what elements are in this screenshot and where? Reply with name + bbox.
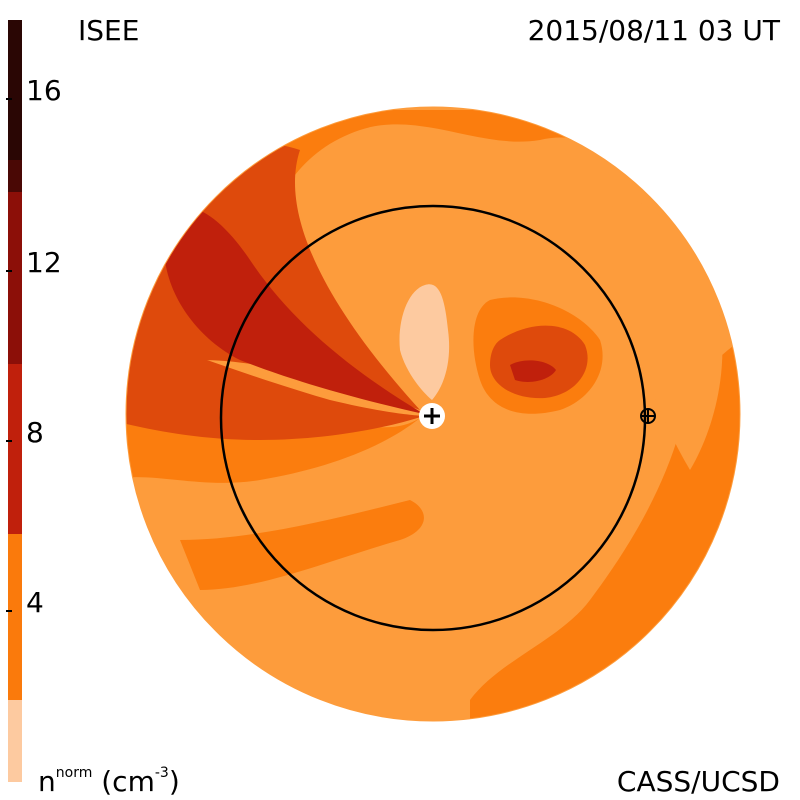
colorbar-tick-label: 8 xyxy=(26,416,44,449)
base-region xyxy=(609,198,723,470)
colorbar-segment xyxy=(8,534,22,700)
colorbar-segment xyxy=(8,192,22,362)
map-boundary xyxy=(125,106,741,722)
colorbar-segment xyxy=(8,364,22,534)
colorbar-tick xyxy=(6,440,12,442)
colorbar-segment xyxy=(8,160,22,192)
colorbar-tick-label: 16 xyxy=(26,74,62,107)
colorbar-tick xyxy=(6,98,12,100)
units-symbol: n xyxy=(38,765,56,798)
credit-label: CASS/UCSD xyxy=(616,765,780,798)
colorbar-tick-label: 4 xyxy=(26,586,44,619)
colorbar-tick xyxy=(6,610,12,612)
red-region xyxy=(164,208,425,414)
model-label: ISEE xyxy=(78,14,140,47)
units-suffix: (cm xyxy=(101,765,155,798)
units-superscript: norm xyxy=(55,765,93,781)
timestamp-label: 2015/08/11 03 UT xyxy=(527,14,780,47)
units-label: nnorm (cm-3) xyxy=(38,765,180,798)
colorbar-segment xyxy=(8,20,22,160)
colorbar-segment xyxy=(8,362,22,364)
colorbar xyxy=(8,20,22,782)
orange-region xyxy=(180,500,424,590)
units-close: ) xyxy=(168,765,180,798)
earth-orbit-circle xyxy=(219,204,647,632)
colorbar-tick-label: 12 xyxy=(26,246,62,279)
density-map-fill xyxy=(126,107,740,721)
light-region xyxy=(399,284,450,400)
sun-cross-icon xyxy=(424,408,440,424)
dark-orange-region xyxy=(126,330,424,440)
colorbar-segment xyxy=(8,700,22,782)
red-region xyxy=(510,360,556,382)
units-exponent: -3 xyxy=(154,765,169,781)
earth-cross-icon xyxy=(641,409,655,423)
colorbar-tick xyxy=(6,270,12,272)
